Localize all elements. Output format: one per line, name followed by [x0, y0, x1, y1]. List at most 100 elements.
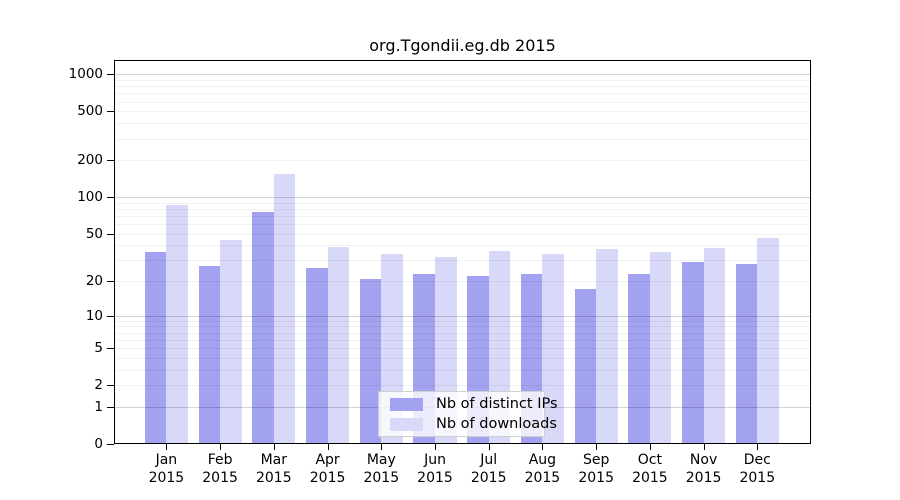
y-axis-tick	[107, 406, 114, 408]
gridline-minor	[115, 208, 810, 210]
y-axis-tick	[107, 315, 114, 317]
x-tick-label: Jun 2015	[417, 452, 453, 486]
bar-downloads-aug	[542, 253, 564, 444]
gridline-minor	[115, 357, 810, 359]
gridline-minor	[115, 245, 810, 247]
y-tick-label: 500	[77, 103, 103, 120]
y-tick-label: 100	[77, 189, 103, 206]
gridline-minor	[115, 260, 810, 262]
x-tick-label: Feb 2015	[202, 452, 238, 486]
x-axis-tick	[381, 444, 383, 450]
gridline-minor	[115, 224, 810, 226]
bar-ips-sep	[574, 289, 597, 444]
bar-ips-jan	[144, 252, 167, 444]
gridline-minor	[115, 80, 810, 81]
x-axis-tick	[703, 444, 705, 450]
gridline-minor	[115, 215, 810, 217]
bar-ips-dec	[735, 263, 758, 444]
x-axis-tick	[542, 444, 544, 450]
x-axis-tick	[273, 444, 275, 450]
gridline-major	[115, 74, 810, 76]
x-tick-label: Nov 2015	[685, 452, 722, 486]
chart-title: org.Tgondii.eg.db 2015	[369, 36, 556, 55]
bar-downloads-oct	[649, 252, 672, 444]
x-axis-tick	[757, 444, 759, 450]
x-tick-label: Oct 2015	[632, 452, 668, 486]
gridline-minor	[115, 348, 810, 350]
y-tick-label: 200	[77, 152, 103, 169]
gridline-minor	[115, 233, 810, 235]
bar-ips-feb	[198, 265, 221, 444]
x-tick-label: Jan 2015	[148, 452, 185, 486]
x-tick-label: Sep 2015	[578, 452, 614, 486]
y-tick-label: 1	[94, 398, 103, 415]
y-tick-label: 1000	[68, 66, 103, 83]
x-axis-tick	[649, 444, 651, 450]
bar-downloads-sep	[596, 249, 618, 444]
y-tick-label: 5	[94, 340, 103, 357]
gridline-minor	[115, 332, 810, 334]
x-tick-label: Apr 2015	[309, 452, 346, 486]
bar-downloads-feb	[220, 240, 242, 444]
gridline-minor	[115, 339, 810, 341]
bar-ips-may	[359, 278, 382, 444]
x-tick-label: Aug 2015	[524, 452, 561, 486]
y-axis-tick	[107, 444, 114, 445]
gridline-minor	[115, 111, 810, 113]
bar-downloads-nov	[703, 248, 726, 444]
y-tick-label: 10	[85, 307, 103, 324]
y-tick-label: 0	[94, 436, 103, 452]
y-axis-tick	[107, 233, 114, 235]
y-axis-tick	[107, 348, 114, 350]
gridline-minor	[115, 281, 810, 283]
y-axis-tick	[107, 197, 114, 199]
gridline-minor	[115, 93, 810, 95]
gridline-minor	[115, 86, 810, 88]
gridline-minor	[115, 138, 810, 140]
y-tick-label: 50	[85, 225, 103, 242]
legend-item-distinct-ips: Nb of distinct IPs	[379, 396, 558, 412]
y-axis-tick	[107, 385, 114, 387]
y-axis-tick	[107, 111, 114, 113]
gridline-minor	[115, 160, 810, 162]
gridline-minor	[115, 320, 810, 322]
bar-ips-nov	[682, 262, 704, 444]
bar-downloads-jan	[166, 205, 188, 444]
legend-swatch-downloads	[390, 417, 423, 431]
y-axis-tick	[107, 74, 114, 76]
bar-downloads-apr	[327, 246, 350, 444]
x-tick-label: Mar 2015	[255, 452, 292, 486]
legend-label-distinct-ips: Nb of distinct IPs	[436, 396, 558, 412]
x-axis-tick	[596, 444, 598, 450]
bar-downloads-dec	[757, 238, 779, 444]
x-axis-tick	[220, 444, 222, 450]
gridline-minor	[115, 369, 810, 371]
gridline-minor	[115, 123, 810, 125]
gridline-major	[115, 197, 810, 199]
x-tick-label: Jul 2015	[470, 452, 507, 486]
legend-swatch-distinct-ips	[390, 397, 423, 411]
bar-ips-mar	[252, 212, 274, 444]
bar-downloads-mar	[273, 174, 296, 444]
y-tick-label: 2	[94, 377, 103, 394]
x-axis-tick	[488, 444, 490, 450]
gridline-minor	[115, 202, 810, 204]
y-tick-label: 20	[85, 273, 103, 290]
gridline-major	[115, 315, 810, 317]
bar-ips-apr	[306, 267, 328, 444]
y-axis-tick	[107, 281, 114, 283]
gridline-minor	[115, 326, 810, 328]
gridline-minor	[115, 385, 810, 387]
x-axis-tick	[166, 444, 168, 450]
x-axis-tick	[435, 444, 436, 450]
legend-item-downloads: Nb of downloads	[379, 416, 557, 432]
x-tick-label: May 2015	[363, 452, 400, 486]
legend-label-downloads: Nb of downloads	[436, 416, 557, 432]
bar-ips-oct	[628, 274, 650, 444]
y-axis-tick	[107, 160, 114, 162]
gridline-minor	[115, 101, 810, 103]
x-tick-label: Dec 2015	[739, 452, 776, 486]
legend: Nb of distinct IPs Nb of downloads	[378, 391, 558, 437]
x-axis-tick	[327, 444, 329, 450]
